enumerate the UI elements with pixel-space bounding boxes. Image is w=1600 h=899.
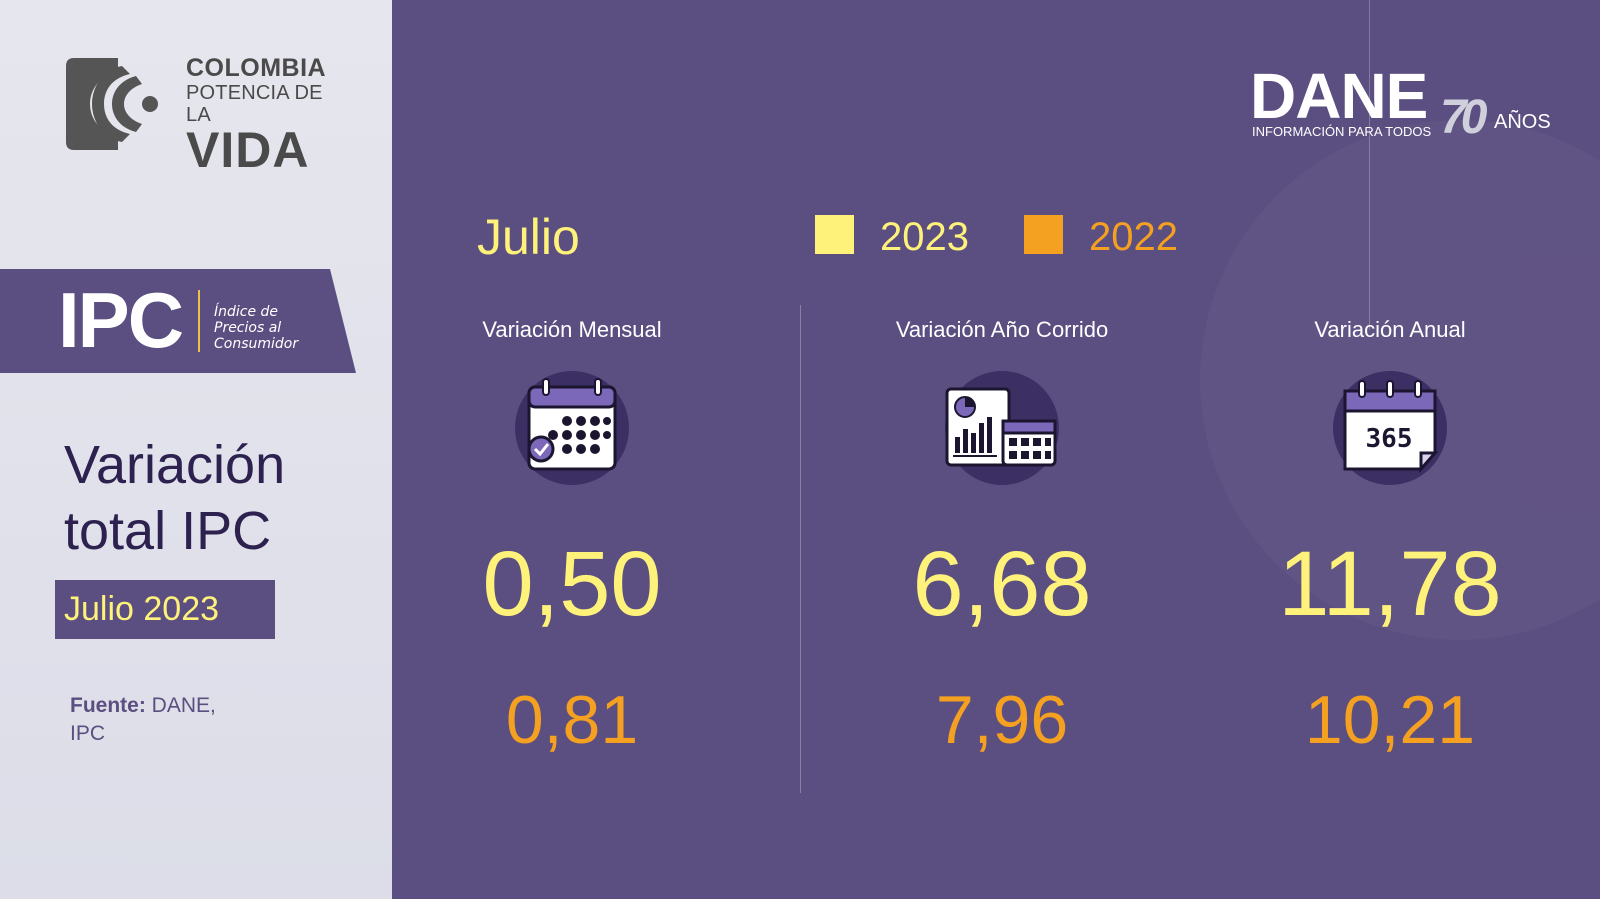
- dane-anniversary-label: AÑOS: [1494, 111, 1551, 133]
- source-note: Fuente: DANE, IPC: [70, 692, 250, 748]
- ipc-banner: [0, 269, 356, 373]
- source-label: Fuente:: [70, 694, 146, 717]
- metric-title: Variación Mensual: [482, 317, 662, 342]
- legend-swatch-2023: [815, 215, 854, 254]
- colombia-logo: COLOMBIA POTENCIA DE LA VIDA: [66, 54, 346, 175]
- period-badge: [55, 580, 275, 639]
- legend-swatch-2022: [1024, 215, 1063, 254]
- background-line: [1369, 0, 1370, 330]
- ipc-sub-line1: Índice de: [214, 304, 279, 320]
- value-2023: 11,78: [1278, 533, 1502, 635]
- dane-wordmark: DANE: [1250, 60, 1428, 132]
- title-line2: total IPC: [64, 501, 272, 561]
- source-text: DANE, IPC: [70, 694, 216, 745]
- page-title: Variación total IPC: [64, 432, 285, 564]
- column-divider: [800, 305, 801, 793]
- metric-monthly: Variación Mensual 0,50 0,81: [392, 310, 752, 770]
- ipc-sub-line2: Precios al: [214, 320, 282, 336]
- metric-title: Variación Año Corrido: [895, 317, 1109, 342]
- value-2022: 0,81: [505, 682, 639, 758]
- value-2023: 0,50: [482, 533, 662, 635]
- period-label: Julio 2023: [64, 590, 220, 628]
- left-panel: [0, 0, 392, 899]
- dane-anniversary-number: 70: [1440, 91, 1487, 144]
- value-2022: 7,96: [935, 682, 1069, 758]
- legend-label-2022: 2022: [1089, 215, 1178, 259]
- metric-year-to-date: Variación Año Corrido 6,68 7,96: [822, 310, 1182, 770]
- metric-annual: Variación Anual 365 11,78 10,21: [1210, 310, 1570, 770]
- metric-title: Variación Anual: [1314, 317, 1466, 342]
- legend-label-2023: 2023: [880, 215, 969, 259]
- dane-tagline: INFORMACIÓN PARA TODOS: [1252, 124, 1432, 139]
- calendar-365-text: 365: [1366, 424, 1413, 454]
- calendar-365-icon: 365: [1333, 371, 1447, 485]
- report-calendar-icon: [945, 371, 1059, 485]
- dane-logo: DANE INFORMACIÓN PARA TODOS 70 AÑOS: [1250, 62, 1560, 152]
- month-label: Julio: [477, 209, 580, 265]
- colombia-line1: COLOMBIA: [186, 54, 327, 82]
- value-2023: 6,68: [912, 533, 1092, 635]
- value-2022: 10,21: [1304, 682, 1476, 758]
- ipc-separator: [198, 290, 200, 352]
- colombia-mark-icon: [66, 58, 158, 150]
- colombia-line3: VIDA: [186, 122, 310, 178]
- calendar-check-icon: [515, 371, 629, 485]
- ipc-sub-line3: Consumidor: [214, 336, 299, 352]
- title-line1: Variación: [64, 435, 286, 495]
- ipc-subtitle: Índice de Precios al Consumidor: [214, 304, 298, 352]
- colombia-line2: POTENCIA DE LA: [186, 82, 323, 126]
- ipc-logo-text: IPC: [58, 276, 184, 364]
